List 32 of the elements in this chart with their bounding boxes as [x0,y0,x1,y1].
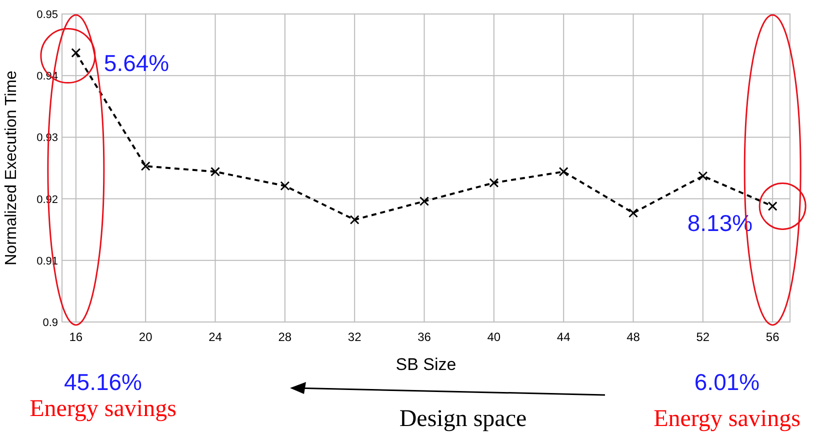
text: Energy savings [30,396,176,422]
text: Design space [399,406,527,432]
y-tick-label: 0.9 [42,317,58,329]
x-tick-label: 48 [626,330,640,344]
point [420,196,430,206]
point [210,166,220,176]
x-tick-label: 24 [208,330,222,344]
point [768,201,778,211]
point [489,178,499,188]
text: 45.16% [64,369,142,395]
point [628,208,638,218]
point [558,166,568,176]
x-tick-label: 52 [696,330,710,344]
x-tick-label: 40 [487,330,501,344]
point [280,181,290,191]
x-tick-label: 28 [278,330,292,344]
x-tick-label: 36 [418,330,432,344]
y-tick-label: 0.95 [36,9,58,21]
point [140,161,150,171]
annotation: 5.64% [104,50,170,76]
point [698,171,708,181]
x-tick-label: 16 [69,330,83,344]
x-tick-label: 56 [766,330,780,344]
y-axis-title: Normalized Execution Time [3,70,20,266]
x-tick-label: 20 [138,330,153,344]
text: 6.01% [694,369,760,395]
x-tick-label: 32 [348,330,362,344]
x-axis-title: SB Size [396,355,456,374]
x-tick-label: 44 [556,330,571,344]
text: Energy savings [654,406,800,432]
point [350,214,360,224]
point [71,48,81,58]
